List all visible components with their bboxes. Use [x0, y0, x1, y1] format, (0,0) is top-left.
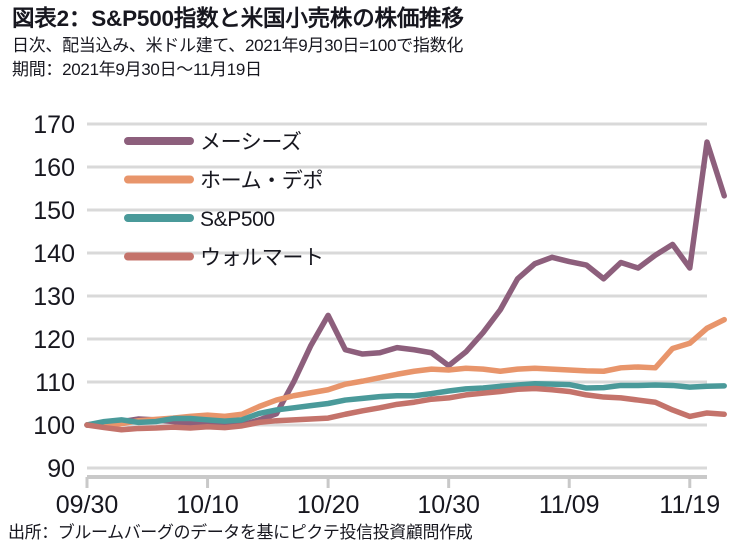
y-tick-label: 100 — [33, 412, 75, 440]
series-line-ウォルマート — [84, 385, 727, 433]
source-note: 出所：ブルームバーグのデータを基にピクテ投信投資顧問作成 — [8, 523, 473, 542]
y-axis-tick-labels: 90 100 110 120 130 140 150 160 170 — [33, 111, 75, 483]
series-line-ホーム・デポ — [84, 316, 727, 429]
figure-subtitle-1: 日次、配当込み、米ドル建て、2021年9月30日=100で指数化 — [12, 36, 464, 55]
figure-title: 図表2：S&P500指数と米国小売株の株価推移 — [12, 6, 464, 31]
figure-header: 図表2：S&P500指数と米国小売株の株価推移 日次、配当込み、米ドル建て、20… — [12, 4, 732, 82]
x-tick-label: 09/30 — [56, 491, 119, 519]
y-tick-label: 90 — [47, 455, 75, 483]
data-series-group — [84, 139, 727, 433]
legend-label: S&P500 — [200, 208, 275, 231]
series-line-メーシーズ — [84, 139, 727, 430]
y-tick-label: 170 — [33, 111, 75, 139]
figure-subtitle-2: 期間：2021年9月30日～11月19日 — [12, 60, 262, 79]
legend-label: ウォルマート — [200, 247, 324, 270]
y-tick-label: 130 — [33, 283, 75, 311]
y-tick-label: 150 — [33, 197, 75, 225]
x-tick-label: 10/10 — [176, 491, 239, 519]
y-tick-label: 160 — [33, 154, 75, 182]
x-tick-label: 11/19 — [659, 491, 720, 519]
x-tick-label: 11/09 — [539, 491, 600, 519]
y-tick-label: 110 — [35, 369, 75, 397]
legend-label: メーシーズ — [200, 131, 302, 154]
y-tick-label: 140 — [33, 240, 75, 268]
x-axis-tick-labels: 09/30 10/10 10/20 10/30 11/09 11/19 — [56, 491, 720, 519]
x-axis-line-and-ticks — [85, 475, 707, 488]
x-tick-label: 10/20 — [297, 491, 360, 519]
x-tick-label: 10/30 — [417, 491, 480, 519]
y-tick-label: 120 — [33, 326, 75, 354]
legend-label: ホーム・デポ — [200, 170, 323, 193]
gridlines-group — [87, 122, 707, 470]
series-line-S&P500 — [84, 380, 727, 428]
